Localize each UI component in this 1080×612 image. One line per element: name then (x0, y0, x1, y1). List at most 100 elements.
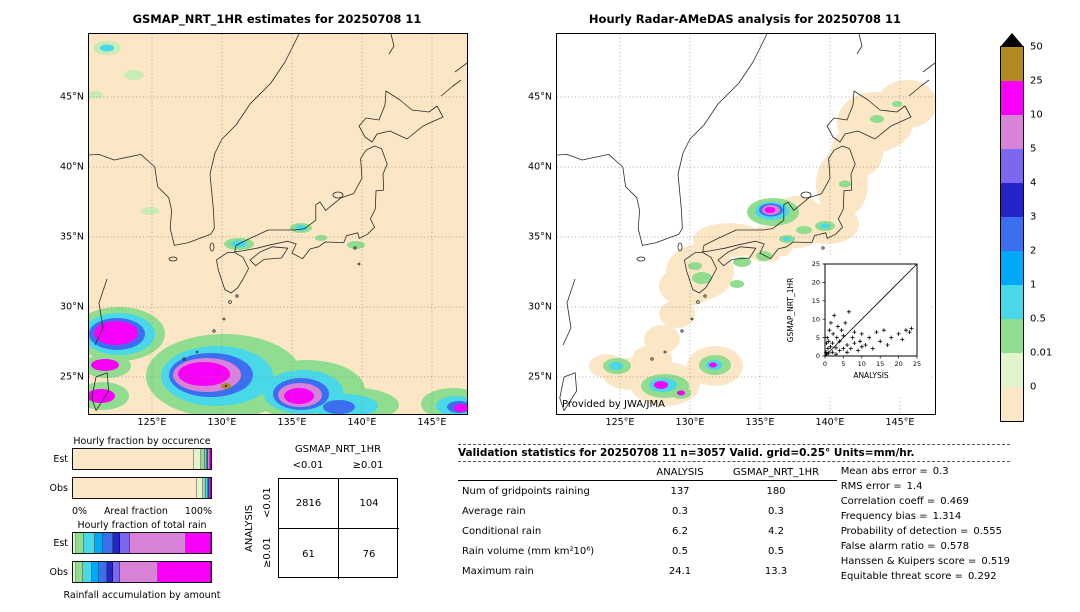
stat-line: Mean abs error = 0.3 (840, 466, 949, 477)
bar-segment (186, 533, 211, 553)
total-rain-est-row: Est (46, 532, 226, 554)
stat-line: False alarm ratio = 0.578 (840, 541, 970, 552)
contingency-cell: 76 (362, 548, 376, 560)
row-label: Est (53, 453, 68, 465)
scatter-point (825, 335, 830, 340)
inset-svg: 0 5 10 15 20 25 0 5 10 15 20 25 ANALYSIS… (786, 260, 921, 380)
colorbar-tick-label: 2 (1030, 245, 1037, 257)
lat-tick-label: 30°N (60, 301, 84, 313)
inset-y-tick: 25 (812, 260, 820, 268)
lat-tick-label: 40°N (528, 161, 552, 173)
bar-segment (95, 533, 104, 553)
scatter-point (839, 328, 844, 333)
scatter-point (831, 331, 836, 336)
colorbar-segment (1001, 217, 1023, 251)
total-rain-obs-bar (72, 561, 212, 583)
scatter-point (841, 346, 846, 351)
validation-table-row: Rain volume (mm km²10⁶) 0.5 0.5 (462, 545, 784, 557)
colorbar-segment (1001, 115, 1023, 149)
lon-tick-label: 125°E (137, 417, 167, 428)
scatter-point (859, 331, 864, 336)
inset-x-tick: 0 (823, 360, 827, 368)
contingency-row-label: <0.01 (262, 487, 273, 519)
scatter-point (878, 339, 883, 344)
lon-tick-label: 145°E (417, 417, 447, 428)
scatter-point (826, 351, 831, 356)
scatter-point (828, 320, 833, 325)
areal-fraction-axis: 0% Areal fraction 100% (72, 506, 212, 518)
bar-segment (112, 533, 120, 553)
lon-tick-label: 130°E (675, 417, 705, 428)
divider (458, 444, 1010, 445)
lat-tick-label: 40°N (60, 161, 84, 173)
lon-tick-label: 130°E (207, 417, 237, 428)
colorbar-overflow-arrow-icon (1001, 33, 1023, 46)
bar-segment (207, 478, 209, 498)
row-label: Obs (49, 482, 68, 494)
scatter-point (904, 328, 908, 333)
scatter-point (826, 339, 831, 344)
validation-table-row: Num of gridpoints raining 137 180 (462, 485, 786, 497)
scatter-point (837, 348, 842, 353)
scatter-point (828, 344, 833, 349)
bar-segment (73, 533, 76, 553)
axis-title: Areal fraction (103, 506, 168, 517)
validation-table-body: Num of gridpoints raining 137 180 Average r… (458, 481, 837, 581)
inset-x-tick: 25 (913, 360, 921, 368)
scatter-point (856, 348, 861, 353)
colorbar-segment (1001, 387, 1023, 421)
colorbar-segment (1001, 251, 1023, 285)
scatter-point (845, 343, 850, 347)
scatter-point (824, 350, 829, 355)
scatter-point (889, 335, 894, 340)
scatter-point (825, 346, 830, 351)
lon-tick-label: 125°E (605, 417, 635, 428)
inset-y-tick: 5 (816, 334, 820, 342)
scatter-point (845, 350, 850, 355)
colorbar-segment (1001, 81, 1023, 115)
contingency-col-label: <0.01 (292, 460, 324, 471)
total-rain-est-bar (72, 532, 212, 554)
scatter-point (832, 313, 837, 318)
bar-segment (73, 449, 194, 469)
stats-list: Mean abs error = 0.3 RMS error = 1.4 Corre… (837, 464, 1010, 584)
validation-title: Validation statistics for 20250708 11 n=… (458, 447, 915, 459)
total-rain-title: Hourly fraction of total rain (77, 520, 207, 531)
colorbar-tick-label: 0 (1030, 381, 1037, 393)
scatter-point (863, 343, 868, 347)
stat-line: Frequency bias = 1.314 (840, 511, 962, 522)
stat-line: RMS error = 1.4 (840, 481, 923, 492)
scatter-point (834, 352, 838, 357)
lon-tick-label: 140°E (815, 417, 845, 428)
bar-segment (209, 449, 211, 469)
lat-tick-label: 35°N (528, 231, 552, 243)
colorbar-tick-label: 1 (1030, 279, 1037, 291)
bar-segment (193, 449, 201, 469)
total-rain-obs-row: Obs (46, 561, 226, 583)
lat-tick-label: 45°N (60, 91, 84, 103)
lon-tick-label: 135°E (277, 417, 307, 428)
contingency-cell: 104 (339, 479, 399, 529)
contingency-grid: 2816 104 61 76 (278, 478, 399, 579)
bar-segment (196, 478, 203, 498)
header-rule (458, 480, 837, 481)
bar-segment (107, 562, 113, 582)
left-map: 45°N 40°N 35°N 30°N 25°N 125°E 130°E 135… (60, 33, 468, 428)
occurrence-est-row: Est (46, 448, 226, 470)
scatter-point (843, 320, 848, 325)
contingency-cell: 61 (279, 529, 339, 579)
bar-segment (103, 533, 113, 553)
bar-segment (202, 478, 207, 498)
colorbar-segment (1001, 47, 1023, 81)
bar-segment (207, 449, 210, 469)
inset-y-tick: 15 (812, 297, 820, 305)
lat-tick-label: 30°N (528, 301, 552, 313)
bar-segment (209, 478, 211, 498)
colorbar-tick-label: 3 (1030, 211, 1037, 223)
scatter-point (909, 326, 914, 331)
scatter-point (870, 346, 875, 351)
scatter-point (824, 341, 829, 346)
colorbar-labels: 50 25 10 5 4 3 2 1 0.5 0.01 0 (1030, 33, 1070, 433)
scatter-point (852, 341, 857, 346)
validation-panel: Validation statistics for 20250708 11 n=… (458, 442, 1010, 584)
